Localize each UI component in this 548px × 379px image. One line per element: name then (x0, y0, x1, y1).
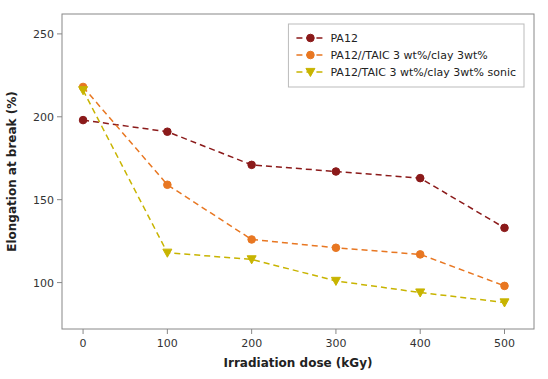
x-axis-label: Irradiation dose (kGy) (224, 356, 373, 370)
data-point (248, 161, 256, 169)
data-point (248, 236, 256, 244)
y-tick-label: 100 (33, 277, 54, 290)
x-tick (335, 329, 336, 334)
x-tick (83, 329, 84, 334)
legend-marker (307, 51, 315, 59)
legend-marker (306, 68, 315, 76)
x-tick-label: 0 (80, 337, 87, 350)
data-point (331, 277, 340, 285)
data-group (79, 83, 509, 307)
data-point (416, 289, 425, 297)
chart: 0 100 200 300 400 500 100 150 200 250 Irradiation … (0, 0, 548, 379)
y-axis-label: Elongation at break (%) (5, 91, 19, 252)
series-line (83, 120, 504, 228)
x-tick-label: 500 (494, 337, 515, 350)
legend-box (288, 24, 524, 87)
legend-label: PA12//TAIC 3 wt%/clay 3wt% (330, 49, 487, 62)
y-tick-label: 200 (33, 111, 54, 124)
x-tick-label: 200 (241, 337, 262, 350)
series-line (83, 90, 504, 302)
legend: PA12 PA12//TAIC 3 wt%/clay 3wt% PA12/TAIC … (288, 24, 524, 87)
y-tick-label: 250 (33, 28, 54, 41)
x-tick (504, 329, 505, 334)
data-point (501, 224, 509, 232)
data-point (416, 251, 424, 259)
data-point (332, 244, 340, 252)
data-point (332, 168, 340, 176)
legend-label: PA12/TAIC 3 wt%/clay 3wt% sonic (330, 66, 516, 79)
y-tick (57, 33, 62, 34)
x-tick (420, 329, 421, 334)
data-point (164, 128, 172, 136)
data-point (164, 181, 172, 189)
y-tick (57, 116, 62, 117)
y-tick (57, 199, 62, 200)
data-point (163, 249, 172, 257)
x-tick-label: 300 (325, 337, 346, 350)
y-tick (57, 282, 62, 283)
data-point (501, 282, 509, 290)
x-tick-label: 100 (157, 337, 178, 350)
legend-label: PA12 (330, 32, 357, 45)
legend-marker (307, 34, 315, 42)
data-point (416, 174, 424, 182)
data-point (79, 116, 87, 124)
data-point (79, 87, 88, 95)
data-point (247, 256, 256, 264)
x-tick-label: 400 (410, 337, 431, 350)
y-tick-label: 150 (33, 194, 54, 207)
plot-frame (62, 14, 534, 329)
data-point (500, 299, 509, 307)
x-tick (167, 329, 168, 334)
x-tick (251, 329, 252, 334)
series-line (83, 87, 504, 286)
